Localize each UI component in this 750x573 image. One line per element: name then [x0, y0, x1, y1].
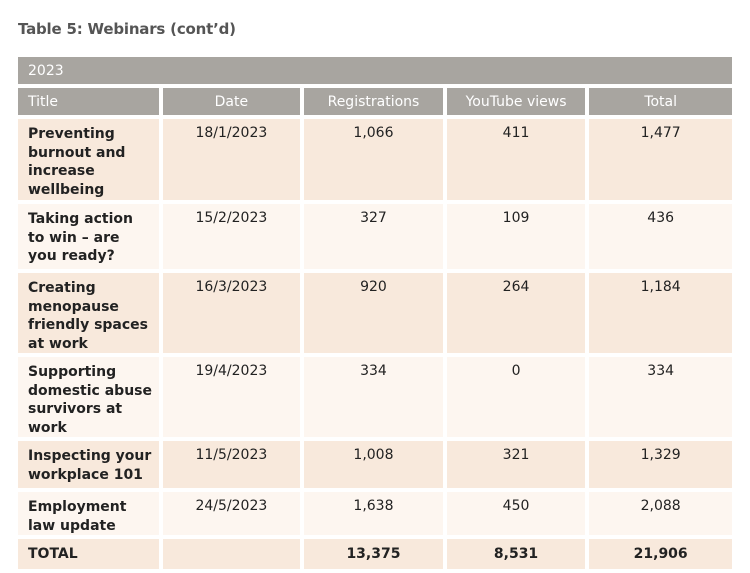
data-row: Inspecting your workplace 101 11/5/2023 1,… — [18, 441, 732, 488]
cell: 11/5/2023 — [162, 441, 301, 488]
header-row: Title Date Registrations YouTube views Total — [18, 88, 732, 115]
column-header: Date — [162, 88, 301, 115]
data-row: Taking action to win – are you ready? 15/… — [18, 204, 732, 269]
title-cell: Creating menopause friendly spaces at wo… — [18, 273, 159, 353]
data-row: Preventing burnout and increase wellbein… — [18, 119, 732, 200]
section-row: 2023 — [18, 57, 732, 84]
title-cell: Preventing burnout and increase wellbein… — [18, 119, 159, 200]
column-header: Title — [18, 88, 159, 115]
cell: 16/3/2023 — [162, 273, 301, 353]
cell: 411 — [446, 119, 586, 200]
cell: 2,088 — [589, 492, 732, 535]
cell: 327 — [304, 204, 443, 269]
total-label: TOTAL — [18, 539, 159, 569]
cell: 920 — [304, 273, 443, 353]
total-cell: 13,375 — [304, 539, 443, 569]
cell: 19/4/2023 — [162, 357, 301, 437]
cell: 1,477 — [589, 119, 732, 200]
title-cell: Taking action to win – are you ready? — [18, 204, 159, 269]
column-header: YouTube views — [446, 88, 586, 115]
cell: 321 — [446, 441, 586, 488]
total-cell: 21,906 — [589, 539, 732, 569]
section-label: 2023 — [18, 57, 732, 84]
column-header: Total — [589, 88, 732, 115]
cell: 109 — [446, 204, 586, 269]
cell: 334 — [589, 357, 732, 437]
data-row: Creating menopause friendly spaces at wo… — [18, 273, 732, 353]
cell: 1,066 — [304, 119, 443, 200]
cell: 436 — [589, 204, 732, 269]
cell: 264 — [446, 273, 586, 353]
cell: 15/2/2023 — [162, 204, 301, 269]
cell: 1,008 — [304, 441, 443, 488]
data-row: Supporting domestic abuse survivors at w… — [18, 357, 732, 437]
cell: 24/5/2023 — [162, 492, 301, 535]
title-cell: Employment law update — [18, 492, 159, 535]
webinars-table: 2023 Title Date Registrations YouTube views… — [14, 53, 736, 573]
cell: 1,638 — [304, 492, 443, 535]
cell: 0 — [446, 357, 586, 437]
data-row: Employment law update 24/5/2023 1,638 450 2,… — [18, 492, 732, 535]
title-cell: Inspecting your workplace 101 — [18, 441, 159, 488]
title-cell: Supporting domestic abuse survivors at w… — [18, 357, 159, 437]
total-cell: 8,531 — [446, 539, 586, 569]
cell: 334 — [304, 357, 443, 437]
table-body: 2023 Title Date Registrations YouTube views… — [18, 57, 732, 569]
column-header: Registrations — [304, 88, 443, 115]
cell: 18/1/2023 — [162, 119, 301, 200]
table-title: Table 5: Webinars (cont’d) — [18, 20, 236, 38]
empty-cell — [162, 539, 301, 569]
cell: 450 — [446, 492, 586, 535]
total-row: TOTAL 13,375 8,531 21,906 — [18, 539, 732, 569]
cell: 1,184 — [589, 273, 732, 353]
cell: 1,329 — [589, 441, 732, 488]
